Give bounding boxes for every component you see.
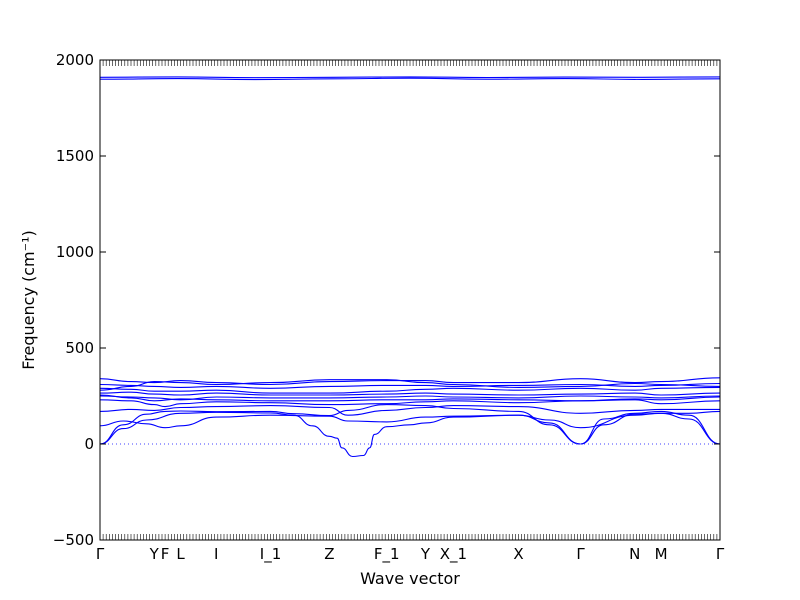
x-tick-label: N <box>629 545 640 563</box>
band-line-5 <box>100 410 720 429</box>
band-line-14 <box>100 394 720 402</box>
x-tick-label: F_1 <box>374 545 400 564</box>
x-tick-label: L <box>176 545 185 563</box>
band-line-8 <box>100 395 720 401</box>
x-tick-label: Y <box>149 545 160 563</box>
band-line-4 <box>100 404 720 445</box>
x-tick-label: I <box>214 545 218 563</box>
plot-frame <box>99 59 721 541</box>
band-line-2 <box>100 77 720 81</box>
band-line-9 <box>100 391 720 396</box>
x-tick-label: Γ <box>716 545 725 563</box>
y-tick-label: 500 <box>65 339 94 357</box>
x-axis-label: Wave vector <box>360 569 460 588</box>
y-tick-label: 1000 <box>56 243 94 261</box>
x-tick-label: X_1 <box>440 545 467 564</box>
x-tick-label: I_1 <box>260 545 281 564</box>
x-tick-label: Y <box>420 545 431 563</box>
y-tick-labels: −500 0 500 1000 1500 2000 <box>53 51 94 549</box>
x-tick-label: Z <box>324 545 334 563</box>
band-line-13 <box>100 379 720 391</box>
band-line-1 <box>100 76 720 79</box>
y-tick-label: 0 <box>84 435 94 453</box>
y-tick-label: 2000 <box>56 51 94 69</box>
band-line-6 <box>100 405 720 416</box>
x-tick-labels: Γ Y F L I I_1 Z F_1 Y X_1 X Γ N M Γ <box>96 545 725 564</box>
x-tick-label: F <box>161 545 170 563</box>
band-line-3 <box>100 411 720 458</box>
y-axis-label: Frequency (cm⁻¹) <box>19 230 38 369</box>
x-tick-label: Γ <box>576 545 585 563</box>
axis-ticks <box>99 59 721 541</box>
y-tick-label: 1500 <box>56 147 94 165</box>
x-tick-label: M <box>655 545 668 563</box>
plot-background <box>100 60 720 540</box>
band-line-10 <box>100 386 720 394</box>
band-lines <box>100 76 720 458</box>
band-line-11 <box>100 382 720 389</box>
x-tick-label: X <box>513 545 523 563</box>
x-tick-label: Γ <box>96 545 105 563</box>
y-tick-label: −500 <box>53 531 94 549</box>
